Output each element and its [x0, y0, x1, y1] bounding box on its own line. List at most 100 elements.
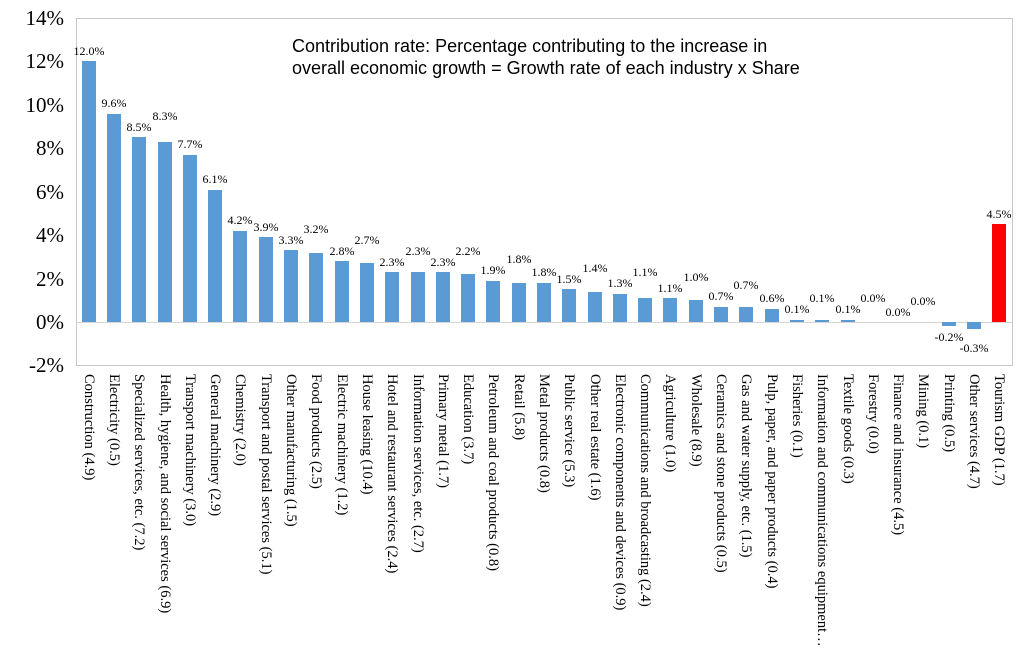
x-axis-category-label: Ceramics and stone products (0.5)	[713, 374, 729, 573]
x-axis-category-label: Public service (5.3)	[561, 374, 577, 488]
bar-value-label: 7.7%	[177, 137, 203, 151]
bar	[385, 272, 399, 322]
bar-value-label: -0.2%	[934, 330, 964, 344]
bar	[512, 283, 526, 323]
bar	[158, 142, 172, 323]
bar-value-label: 1.8%	[506, 252, 532, 266]
x-axis-category-label: Gas and water supply, etc. (1.5)	[738, 374, 754, 558]
x-axis-category-label: General machinery (2.9)	[207, 374, 223, 517]
bar	[689, 300, 703, 322]
bar	[259, 237, 273, 322]
bar-value-label: 1.1%	[632, 265, 658, 279]
bar	[284, 250, 298, 322]
bar	[663, 298, 677, 322]
bar-value-label: 2.2%	[455, 244, 481, 258]
bar	[638, 298, 652, 322]
bar	[841, 320, 855, 323]
bar-value-label: 0.6%	[759, 291, 785, 305]
x-axis-category-label: Hotel and restaurant services (2.4)	[384, 374, 400, 574]
x-axis-category-label: Pulp, paper, and paper products (0.4)	[764, 374, 780, 589]
bar-value-label: 2.8%	[329, 244, 355, 258]
bar-value-label: 1.1%	[657, 281, 683, 295]
y-axis-tick-label: 8%	[36, 136, 64, 160]
bar-value-label: 6.1%	[202, 172, 228, 186]
highlight-bar	[992, 224, 1006, 322]
bar-value-label: 8.5%	[126, 120, 152, 134]
bar	[739, 307, 753, 323]
bar	[790, 320, 804, 323]
bar	[436, 272, 450, 322]
x-axis-category-label: Other services (4.7)	[966, 374, 982, 489]
y-axis-tick-label: 0%	[36, 310, 64, 334]
bar-value-label: 0.0%	[885, 305, 911, 319]
bar-value-label: 2.3%	[430, 255, 456, 269]
bar	[411, 272, 425, 322]
bar-value-label: 1.5%	[556, 272, 582, 286]
x-axis-category-label: Electronic components and devices (0.9)	[612, 374, 628, 611]
bar-value-label: 3.3%	[278, 233, 304, 247]
y-axis-tick-label: 12%	[25, 49, 65, 73]
y-axis-tick-label: 10%	[25, 93, 65, 117]
x-axis-category-label: Wholesale (8.9)	[688, 374, 704, 467]
bar-value-label: 9.6%	[101, 96, 127, 110]
x-axis-category-label: Agriculture (1.0)	[662, 374, 678, 473]
bar-value-label: 1.8%	[531, 265, 557, 279]
bar	[335, 261, 349, 322]
x-axis-category-label: Communications and broadcasting (2.4)	[637, 374, 653, 607]
bar-value-label: 1.4%	[582, 261, 608, 275]
bar-value-label: 0.1%	[784, 302, 810, 316]
bar	[486, 281, 500, 323]
bar-value-label: 2.3%	[405, 244, 431, 258]
x-axis-category-label: Specialized services, etc. (7.2)	[131, 374, 147, 551]
bar	[360, 263, 374, 322]
bar-value-label: 0.1%	[809, 291, 835, 305]
bar-value-label: 0.1%	[835, 302, 861, 316]
x-axis-category-label: Fisheries (0.1)	[789, 374, 805, 458]
bar-value-label: 0.7%	[708, 289, 734, 303]
x-axis-category-label: Printing (0.5)	[941, 374, 957, 453]
y-axis-tick-label: 4%	[36, 223, 64, 247]
bar-value-label: 12.0%	[73, 44, 105, 58]
y-axis-tick-label: -2%	[29, 353, 64, 377]
x-axis-category-label: Other manufacturing (1.5)	[283, 374, 299, 527]
bar-value-label: 1.3%	[607, 276, 633, 290]
plot-area-border	[76, 18, 1013, 366]
y-axis-tick-label: 14%	[25, 6, 65, 30]
bar-value-label: 1.9%	[480, 263, 506, 277]
x-axis-category-label: Education (3.7)	[460, 374, 476, 465]
zero-axis-line	[76, 322, 1012, 323]
x-axis-category-label: Metal products (0.8)	[536, 374, 552, 493]
x-axis-category-label: Tourism GDP (1.7)	[991, 374, 1007, 486]
bar-value-label: 8.3%	[152, 109, 178, 123]
bar-value-label: 4.5%	[986, 207, 1012, 221]
bar	[967, 322, 981, 329]
bar	[461, 274, 475, 322]
y-axis-tick-label: 6%	[36, 180, 64, 204]
bar-value-label: 2.7%	[354, 233, 380, 247]
x-axis-category-label: Textile goods (0.3)	[840, 374, 856, 484]
bar-value-label: 4.2%	[227, 213, 253, 227]
bar	[107, 114, 121, 323]
x-axis-category-label: Chemistry (2.0)	[232, 374, 248, 466]
x-axis-category-label: Information services, etc. (2.7)	[410, 374, 426, 553]
x-axis-category-label: House leasing (10.4)	[359, 374, 375, 495]
bar-value-label: 2.3%	[379, 255, 405, 269]
bar-value-label: -0.3%	[959, 341, 989, 355]
x-axis-category-label: Retail (5.8)	[511, 374, 527, 441]
x-axis-category-label: Petroleum and coal products (0.8)	[485, 374, 501, 571]
bar-value-label: 0.0%	[910, 294, 936, 308]
bar	[208, 190, 222, 323]
bar	[183, 155, 197, 323]
x-axis-category-label: Primary metal (1.7)	[435, 374, 451, 488]
x-axis-category-label: Forestry (0.0)	[865, 374, 881, 454]
bar	[613, 294, 627, 323]
bar	[942, 322, 956, 327]
bar	[815, 320, 829, 323]
bar	[765, 309, 779, 323]
x-axis-category-label: Other real estate (1.6)	[587, 374, 603, 501]
x-axis-category-label: Food products (2.5)	[308, 374, 324, 489]
x-axis-category-label: Transport machinery (3.0)	[182, 374, 198, 527]
x-axis-category-label: Electric machinery (1.2)	[334, 374, 350, 516]
x-axis-category-label: Electricity (0.5)	[106, 374, 122, 466]
bar	[537, 283, 551, 323]
